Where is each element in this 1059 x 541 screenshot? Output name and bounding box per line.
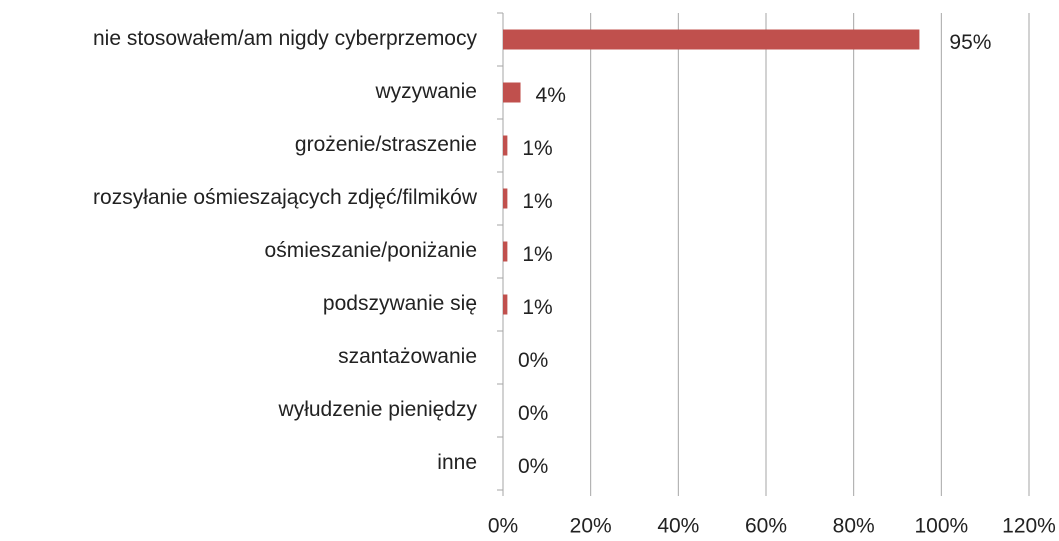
bar: [503, 82, 521, 103]
value-label: 1%: [522, 296, 552, 319]
x-tick-label: 80%: [833, 515, 875, 538]
y-tick-label: inne: [437, 451, 477, 474]
y-tick-label: szantażowanie: [338, 345, 477, 368]
y-tick-label: rozsyłanie ośmieszających zdjęć/filmików: [93, 186, 478, 209]
y-tick-label: wyzywanie: [374, 80, 477, 103]
y-tick-label: podszywanie się: [323, 292, 477, 315]
bar: [503, 135, 508, 156]
y-tick-label: nie stosowałem/am nigdy cyberprzemocy: [93, 27, 477, 50]
x-tick-label: 60%: [745, 515, 787, 538]
x-tick-label: 120%: [1002, 515, 1056, 538]
value-label: 95%: [949, 31, 991, 54]
bar: [503, 294, 508, 315]
bar: [503, 241, 508, 262]
x-tick-label: 20%: [570, 515, 612, 538]
x-tick-label: 40%: [657, 515, 699, 538]
value-label: 0%: [518, 349, 548, 372]
bar: [503, 188, 508, 209]
value-label: 0%: [518, 402, 548, 425]
x-tick-label: 0%: [488, 515, 518, 538]
y-tick-label: ośmieszanie/poniżanie: [265, 239, 477, 262]
x-tick-label: 100%: [914, 515, 968, 538]
value-label: 1%: [522, 137, 552, 160]
value-label: 0%: [518, 455, 548, 478]
bar: [503, 29, 920, 50]
value-label: 4%: [536, 84, 566, 107]
y-tick-label: wyłudzenie pieniędzy: [278, 398, 478, 421]
y-tick-label: grożenie/straszenie: [295, 133, 477, 156]
value-label: 1%: [522, 243, 552, 266]
value-label: 1%: [522, 190, 552, 213]
